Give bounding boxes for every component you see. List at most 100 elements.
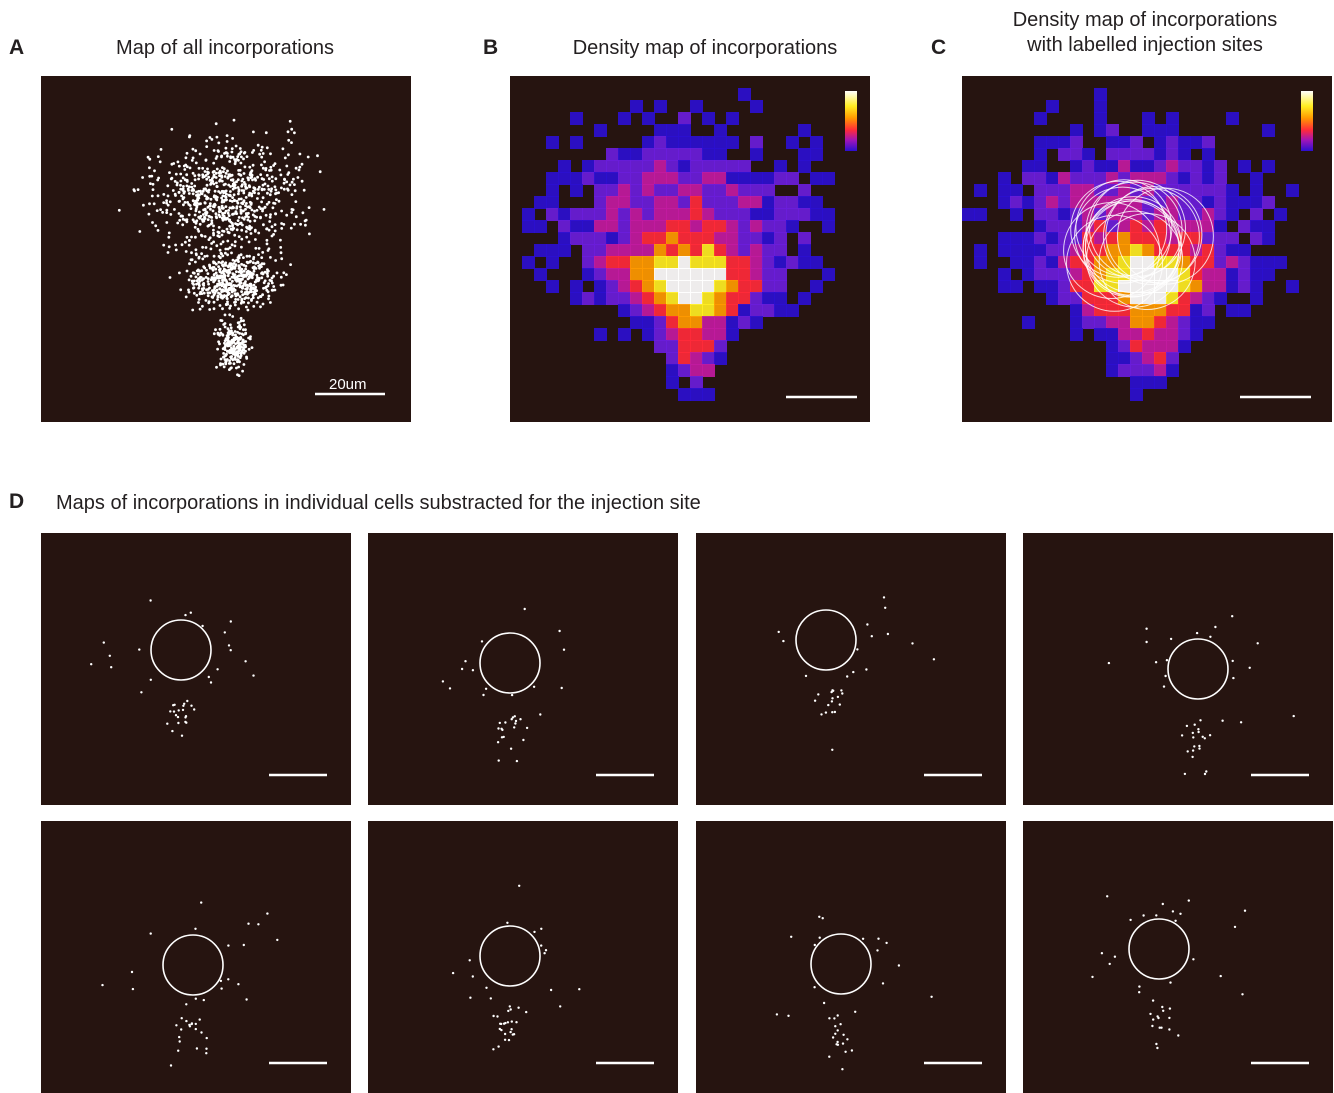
panel-b-heatmap xyxy=(522,88,835,401)
incorporation-dot xyxy=(197,166,201,170)
incorporation-dot xyxy=(187,243,191,247)
incorporation-dot xyxy=(224,354,228,357)
heat-cell xyxy=(618,112,631,125)
heat-cell xyxy=(1142,160,1155,173)
heat-cell xyxy=(1082,172,1095,185)
heat-cell xyxy=(582,244,595,257)
incorporation-dot xyxy=(185,184,189,188)
heat-cell xyxy=(750,316,763,329)
incorporation-dot xyxy=(269,256,272,259)
incorporation-dot xyxy=(159,148,163,151)
incorporation-dot xyxy=(265,242,269,246)
heat-cell xyxy=(654,340,667,353)
incorporation-dot xyxy=(881,982,885,985)
heat-cell xyxy=(750,100,763,113)
incorporation-dot xyxy=(250,346,254,349)
incorporation-dot xyxy=(231,227,234,231)
incorporation-dot xyxy=(259,215,262,219)
heat-cell xyxy=(1226,268,1239,281)
incorporation-dot xyxy=(201,289,205,292)
heat-cell xyxy=(1142,376,1155,389)
incorporation-dot xyxy=(293,189,297,193)
incorporation-dot xyxy=(188,262,191,266)
heat-cell xyxy=(594,160,607,173)
heat-cell xyxy=(774,292,787,305)
heat-cell xyxy=(702,268,715,281)
heat-cell xyxy=(618,292,631,305)
incorporation-dot xyxy=(273,223,277,227)
incorporation-dot xyxy=(130,970,134,974)
incorporation-dot xyxy=(497,1045,500,1048)
heat-cell xyxy=(726,328,739,341)
heat-cell xyxy=(654,232,667,245)
incorporation-dot xyxy=(186,201,190,204)
heat-cell xyxy=(666,316,679,329)
incorporation-dot xyxy=(198,210,201,214)
incorporation-dot xyxy=(502,735,505,739)
incorporation-dot xyxy=(230,251,233,255)
incorporation-dot xyxy=(249,203,253,206)
incorporation-dot xyxy=(254,238,257,241)
heat-cell xyxy=(666,148,679,161)
heat-cell xyxy=(690,328,703,341)
heat-cell xyxy=(1106,316,1119,329)
incorporation-dot xyxy=(187,192,191,195)
heat-cell xyxy=(998,244,1011,257)
incorporation-dot xyxy=(230,357,233,360)
injection-site-circle xyxy=(1084,196,1182,294)
incorporation-dot xyxy=(259,148,263,152)
heat-cell xyxy=(726,304,739,317)
heat-cell xyxy=(1250,220,1263,233)
incorporation-dot xyxy=(220,175,224,179)
heat-cell xyxy=(738,172,751,185)
incorporation-dot xyxy=(248,165,252,169)
incorporation-dot xyxy=(165,208,169,212)
incorporation-dot xyxy=(179,187,183,191)
heat-cell xyxy=(998,268,1011,281)
incorporation-dot xyxy=(172,162,176,165)
heat-cell xyxy=(594,256,607,269)
incorporation-dot xyxy=(195,282,198,286)
heat-cell xyxy=(714,208,727,221)
heat-cell xyxy=(534,220,547,233)
incorporation-dot xyxy=(199,192,203,195)
incorporation-dot xyxy=(161,211,164,214)
incorporation-dot xyxy=(543,952,546,955)
incorporation-dot xyxy=(216,347,220,351)
incorporation-dot xyxy=(214,328,217,332)
incorporation-dot xyxy=(203,170,207,173)
injection-site-circle xyxy=(1070,180,1168,278)
heat-cell xyxy=(1142,256,1155,269)
heat-cell xyxy=(1082,280,1095,293)
heat-cell xyxy=(726,196,739,209)
panel-b-density-map xyxy=(510,76,870,422)
incorporation-dot xyxy=(263,270,267,274)
incorporation-dot xyxy=(149,932,152,935)
incorporation-dot xyxy=(222,352,226,355)
incorporation-dot xyxy=(193,708,196,711)
incorporation-dot xyxy=(1193,745,1196,748)
incorporation-dot xyxy=(261,152,265,155)
incorporation-dot xyxy=(237,153,241,156)
incorporation-dot xyxy=(195,201,199,205)
incorporation-dot xyxy=(174,248,178,252)
incorporation-dot xyxy=(235,275,239,279)
incorporation-dot xyxy=(217,190,221,193)
incorporation-dot xyxy=(214,267,218,271)
incorporation-dot xyxy=(232,193,236,197)
incorporation-dot xyxy=(1164,674,1167,678)
incorporation-dot xyxy=(211,278,215,281)
heat-cell xyxy=(750,148,763,161)
incorporation-dot xyxy=(835,1043,838,1046)
heat-cell xyxy=(1154,220,1167,233)
incorporation-dot xyxy=(268,215,272,219)
incorporation-dot xyxy=(231,279,234,283)
panel-c-colorbar xyxy=(1301,91,1313,151)
incorporation-dot xyxy=(184,295,188,299)
incorporation-dot xyxy=(285,213,289,217)
incorporation-dot xyxy=(271,206,275,210)
heat-cell xyxy=(738,316,751,329)
heat-cell xyxy=(1142,124,1155,137)
incorporation-dot xyxy=(257,923,260,926)
incorporation-dot xyxy=(1152,1018,1155,1021)
